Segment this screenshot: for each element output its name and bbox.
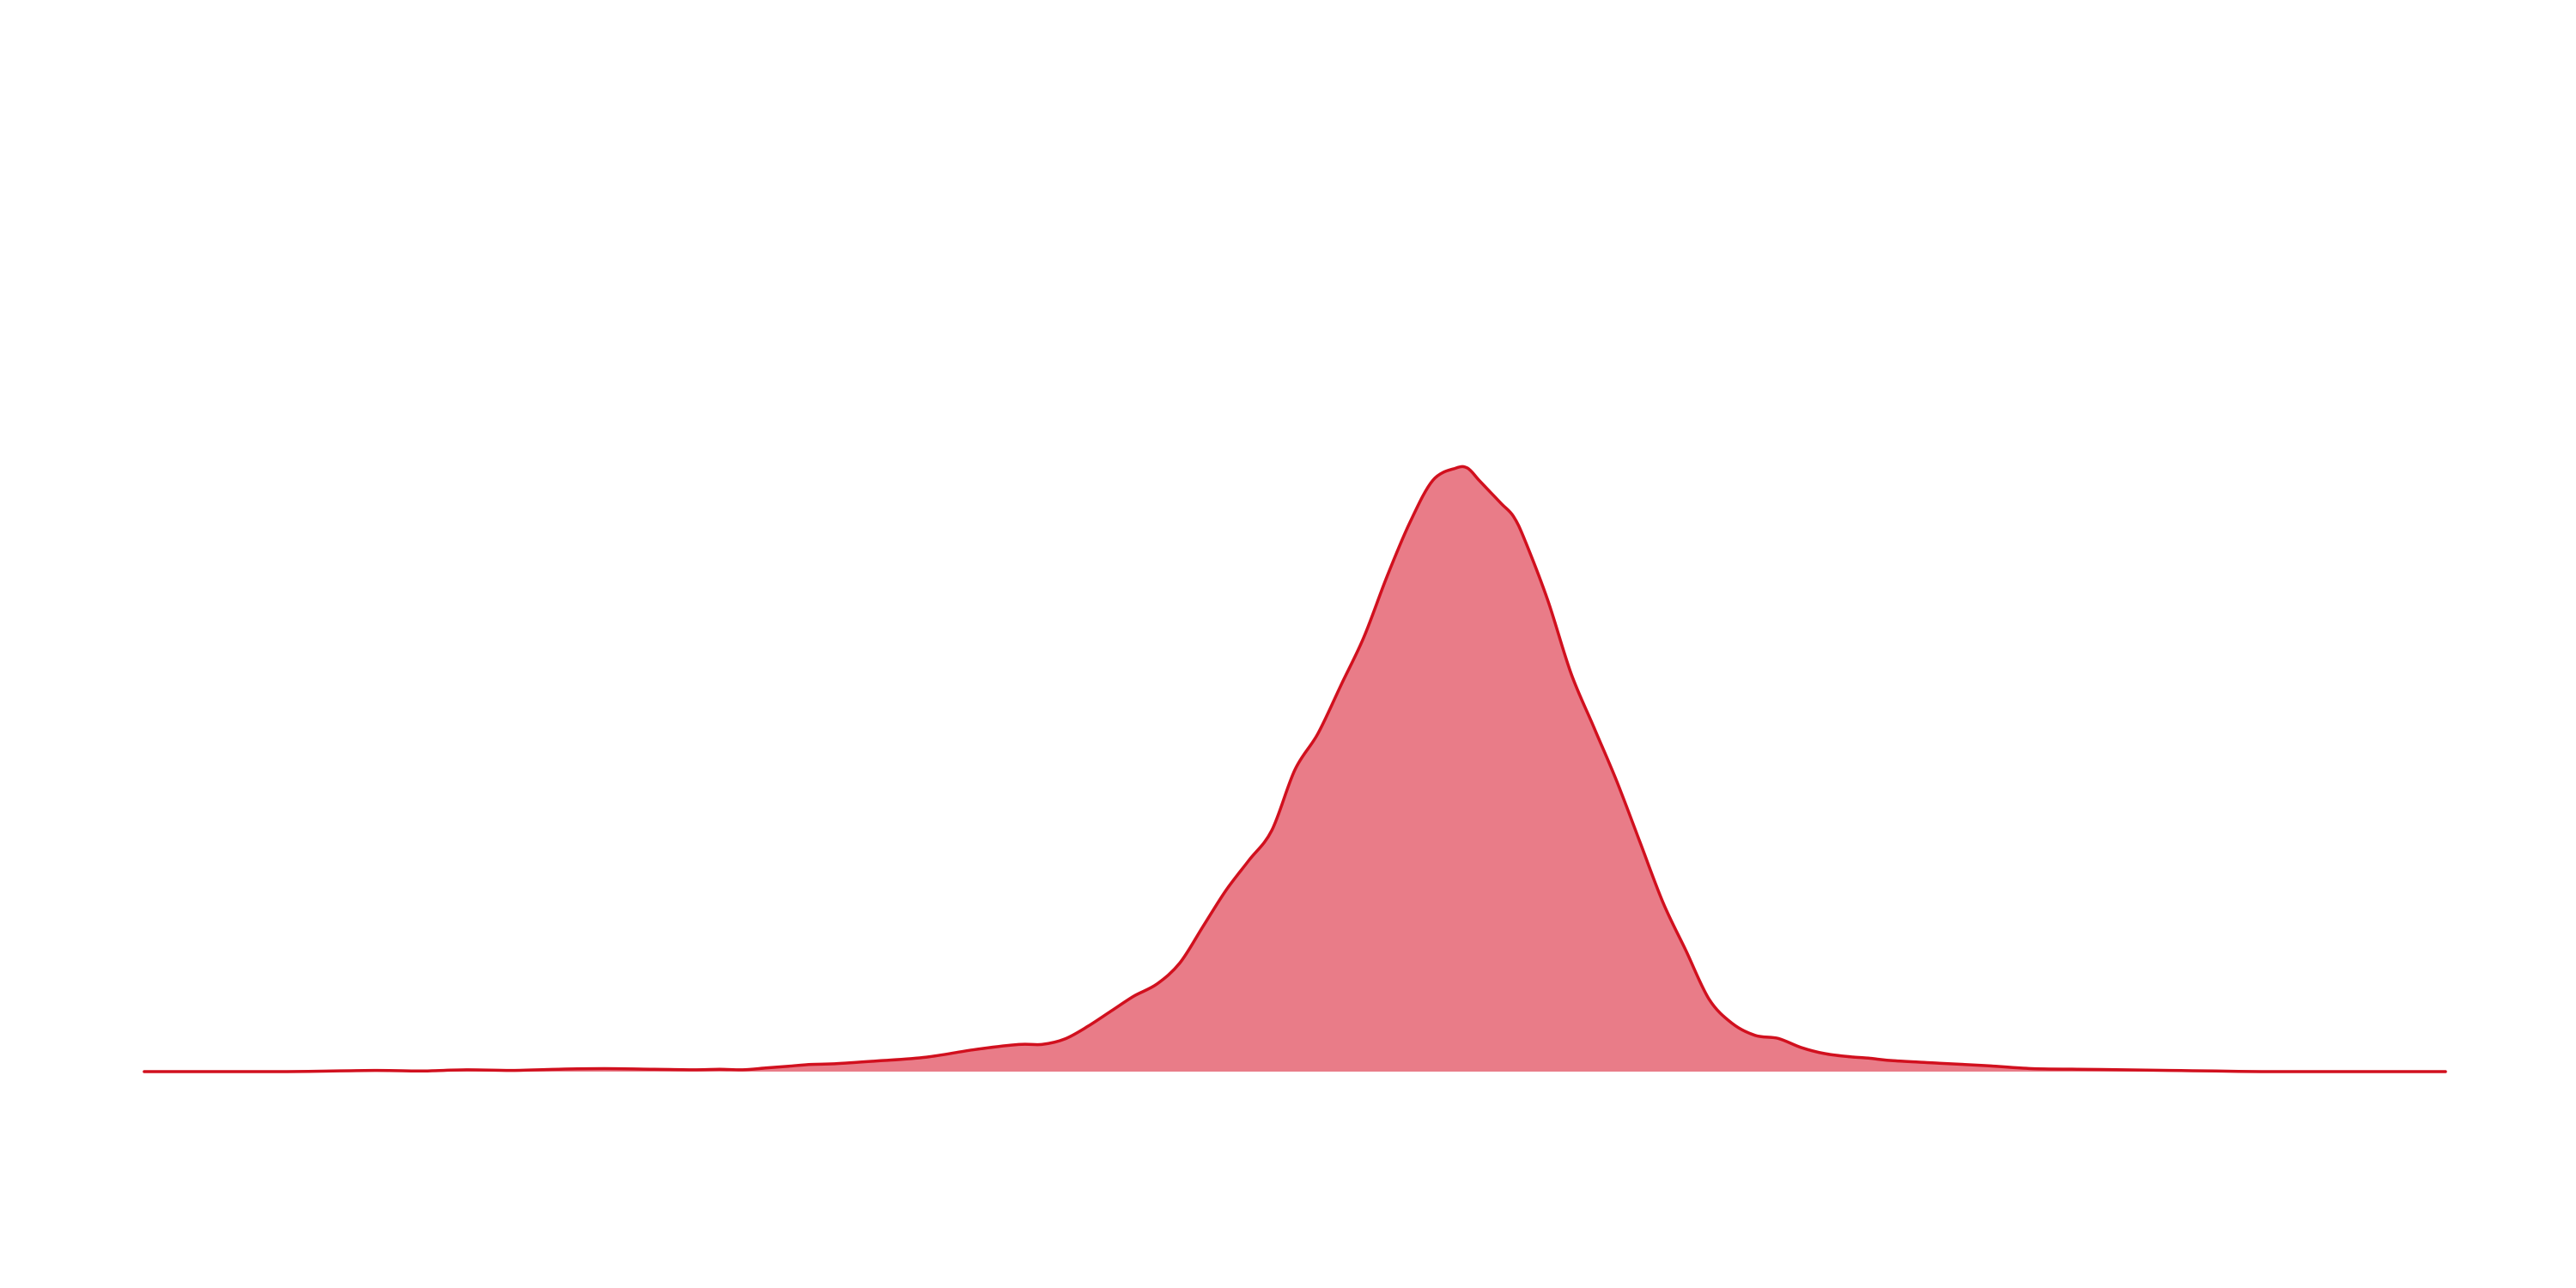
density-curve-line xyxy=(143,465,2447,1073)
density-area-fill xyxy=(144,466,2445,1072)
plot-area xyxy=(143,465,2447,1073)
